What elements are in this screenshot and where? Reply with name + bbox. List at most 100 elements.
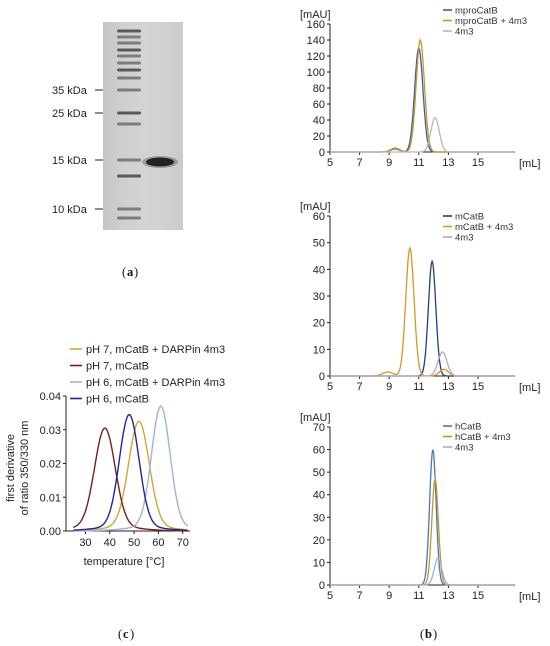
sec-legend-label: mproCatB + 4m3 — [455, 16, 527, 27]
sec-xlabel: [mL] — [519, 591, 540, 603]
ladder-band — [117, 54, 141, 58]
c-xtick-label: 30 — [79, 537, 91, 549]
ladder-band — [117, 48, 141, 52]
c-xtick-label: 40 — [104, 537, 116, 549]
marker-ladder — [117, 29, 141, 220]
sec-series-line — [330, 449, 515, 586]
svg-text:(: ( — [122, 265, 126, 279]
sec-xtick-label: 11 — [413, 157, 424, 169]
marker-label-35: 35 kDa — [52, 85, 88, 97]
sec-xtick-label: 5 — [327, 157, 333, 169]
caption-b-letter: b — [425, 627, 432, 641]
sec-legend-label: 4m3 — [455, 443, 473, 454]
ladder-band — [117, 41, 141, 45]
svg-text:): ) — [134, 265, 138, 279]
c-ylabel-line1: first derivative — [5, 434, 17, 502]
c-series-line — [73, 413, 188, 531]
ladder-band — [117, 68, 141, 72]
sec-ytick-label: 10 — [313, 557, 325, 569]
c-legend-label: pH 7, mCatB — [86, 361, 149, 373]
sec-xtick-label: 7 — [357, 590, 363, 602]
sec-ytick-label: 20 — [313, 131, 325, 143]
sec-chart-1: 0 20 40 60 80 100 120 140 160 5 7 9 11 13 15 [mAU] [mL] m… — [300, 6, 540, 171]
sec-series-line — [330, 38, 515, 153]
sec-ytick-label: 50 — [313, 467, 325, 479]
c-ytick-label: 0.01 — [40, 492, 61, 504]
sec-legend-label: mproCatB — [455, 6, 498, 17]
thermal-shift-curves — [73, 405, 189, 532]
sec-ytick-label: 60 — [313, 211, 325, 223]
sec-chart-2: 0 10 20 30 40 50 60 5 7 9 11 13 15 [mAU] [mL] mCatBmCat… — [300, 201, 540, 394]
c-xtick-label: 60 — [152, 537, 164, 549]
sec-xtick-label: 15 — [472, 590, 484, 602]
ladder-band — [117, 216, 141, 220]
sec-series-line — [330, 476, 515, 586]
sec-ytick-label: 50 — [313, 238, 325, 250]
sec-xtick-label: 5 — [327, 381, 333, 393]
sec-ytick-label: 100 — [307, 67, 325, 79]
sec-ytick-label: 40 — [313, 115, 325, 127]
gel-shade — [103, 22, 183, 230]
sec-xtick-label: 9 — [386, 381, 392, 393]
c-series-line — [73, 405, 189, 532]
sec-ytick-label: 120 — [307, 51, 325, 63]
c-series-line — [73, 420, 188, 532]
sec-legend-label: hCatB + 4m3 — [455, 432, 511, 443]
sec-ytick-label: 30 — [313, 291, 325, 303]
caption-a-letter: a — [127, 265, 134, 279]
c-ylabel-line2: of ratio 350/330 nm — [19, 421, 31, 516]
caption-b: ( b ) — [420, 627, 437, 641]
ladder-band — [117, 88, 141, 92]
sec-xtick-label: 15 — [472, 381, 484, 393]
c-ytick-label: 0.02 — [40, 459, 61, 471]
sec-ytick-label: 10 — [313, 344, 325, 356]
ladder-band — [117, 111, 141, 115]
sec-ytick-label: 0 — [319, 580, 325, 592]
sec-legend-label: 4m3 — [455, 27, 473, 38]
sec-ytick-label: 0 — [319, 371, 325, 383]
sec-xtick-label: 7 — [357, 157, 363, 169]
sds-page-gel — [103, 22, 183, 230]
sec-ytick-label: 80 — [313, 83, 325, 95]
c-xlabel: temperature [°C] — [84, 556, 165, 568]
svg-text:): ) — [433, 627, 437, 641]
gel-marker-labels: 35 kDa 25 kDa 15 kDa 10 kDa — [52, 85, 103, 216]
sec-series-line — [330, 259, 515, 377]
c-xtick-label: 70 — [177, 537, 189, 549]
sec-xtick-label: 9 — [386, 590, 392, 602]
sample-band-halo — [142, 156, 178, 168]
sec-ytick-label: 70 — [313, 422, 325, 434]
ladder-band — [117, 122, 141, 126]
svg-text:): ) — [130, 627, 134, 641]
sec-series-line — [330, 246, 515, 377]
sec-ytick-label: 40 — [313, 490, 325, 502]
sec-series-line — [330, 557, 515, 586]
sec-ylabel: [mAU] — [300, 9, 331, 21]
sec-xtick-label: 11 — [413, 590, 424, 602]
sec-legend-label: mCatB — [455, 212, 484, 223]
thermal-shift-chart: pH 7, mCatB + DARPin 4m3 pH 7, mCatB pH 6,… — [5, 344, 225, 568]
caption-c-letter: c — [123, 627, 129, 641]
sec-xtick-label: 13 — [442, 157, 454, 169]
sec-legend-label: hCatB — [455, 422, 481, 433]
sec-ytick-label: 20 — [313, 318, 325, 330]
sec-ytick-label: 60 — [313, 99, 325, 111]
sec-ylabel: [mAU] — [300, 201, 331, 213]
sec-xtick-label: 11 — [413, 381, 424, 393]
c-ytick-label: 0.04 — [40, 391, 61, 403]
ladder-band — [117, 29, 141, 33]
ladder-band — [117, 76, 141, 80]
sec-ytick-label: 60 — [313, 445, 325, 457]
ladder-band — [117, 61, 141, 65]
sec-legend-label: 4m3 — [455, 233, 473, 244]
sec-ytick-label: 160 — [307, 19, 325, 31]
marker-label-25: 25 kDa — [52, 108, 88, 120]
sec-xtick-label: 13 — [442, 381, 454, 393]
sec-xtick-label: 5 — [327, 590, 333, 602]
sec-series-line — [330, 351, 515, 377]
sec-ytick-label: 140 — [307, 35, 325, 47]
sec-xtick-label: 13 — [442, 590, 454, 602]
c-ytick-label: 0.00 — [40, 526, 61, 538]
